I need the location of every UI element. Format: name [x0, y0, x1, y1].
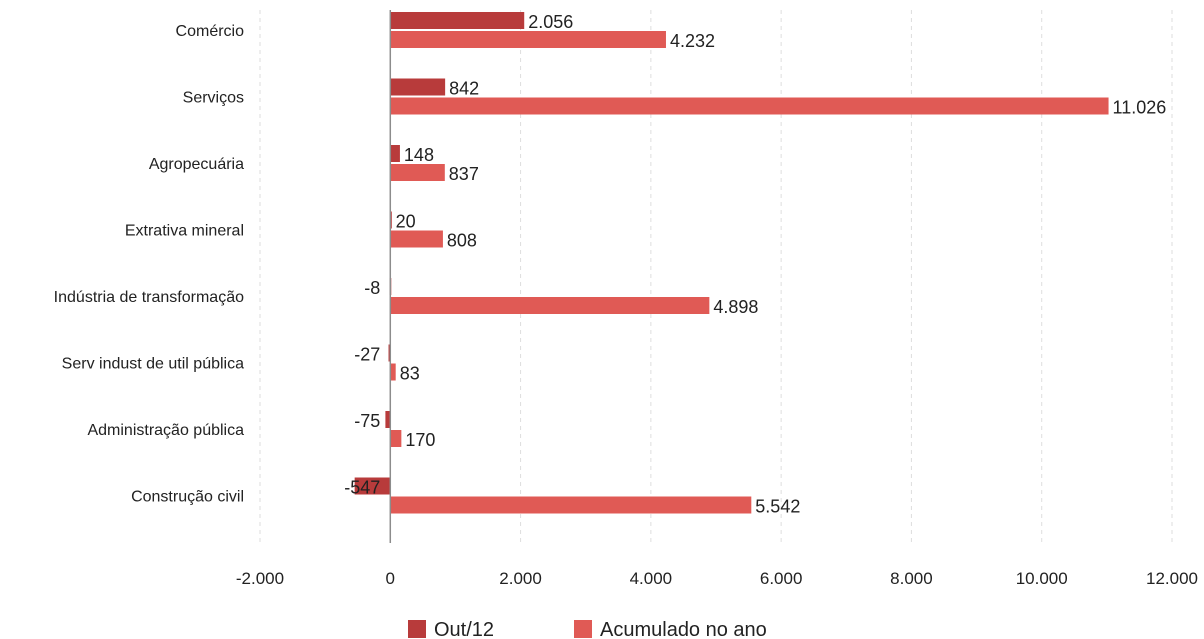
- legend-swatch-acumulado: [574, 620, 592, 638]
- bars: 2.056 842 148 20 -8 -27 -75 -547 4.232 11.026 837 8…: [344, 10, 1166, 543]
- bar-acumulado: [390, 297, 710, 314]
- data-label: 83: [400, 364, 420, 384]
- legend: Out/12 Acumulado no ano: [408, 619, 767, 639]
- data-label: 170: [405, 430, 435, 450]
- bar-out12: [385, 411, 391, 428]
- legend-swatch-out12: [408, 620, 426, 638]
- x-axis-tick-labels: -2.000 0 2.000 4.000 6.000 8.000 10.000 12.000: [236, 569, 1198, 588]
- bar-acumulado: [390, 430, 402, 447]
- x-tick-label: 12.000: [1146, 569, 1198, 588]
- x-tick-label: 4.000: [630, 569, 673, 588]
- x-tick-label: 8.000: [890, 569, 933, 588]
- bar-acumulado: [390, 97, 1109, 115]
- category-label: Construção civil: [131, 489, 244, 506]
- bar-acumulado: [390, 363, 396, 381]
- data-label: 20: [396, 212, 416, 232]
- category-label: Comércio: [176, 23, 245, 40]
- category-label: Administração pública: [87, 422, 244, 439]
- data-label: -547: [344, 478, 380, 498]
- data-label: 148: [404, 145, 434, 165]
- bar-acumulado: [390, 496, 752, 514]
- data-label: -8: [364, 278, 380, 298]
- data-label: 4.898: [713, 297, 758, 317]
- category-label: Extrativa mineral: [125, 223, 244, 240]
- category-label: Serv indust de util pública: [62, 356, 244, 373]
- x-tick-label: 6.000: [760, 569, 803, 588]
- category-label: Agropecuária: [149, 156, 244, 173]
- data-label: 842: [449, 79, 479, 99]
- x-tick-label: 0: [386, 569, 395, 588]
- bar-out12: [390, 12, 525, 29]
- category-labels: Comércio Serviços Agropecuária Extrativa mi…: [54, 23, 244, 506]
- bar-out12: [354, 477, 391, 495]
- category-label: Serviços: [183, 90, 244, 107]
- bar-acumulado: [390, 164, 445, 181]
- bar-out12: [388, 344, 391, 362]
- data-label: 11.026: [1113, 98, 1167, 118]
- x-tick-label: 2.000: [499, 569, 542, 588]
- bar-acumulado: [390, 31, 666, 48]
- legend-label: Acumulado no ano: [600, 619, 767, 639]
- data-label: 808: [447, 231, 477, 251]
- bar-out12: [390, 78, 446, 96]
- bar-out12: [390, 145, 400, 162]
- data-label: -75: [354, 411, 380, 431]
- category-label: Indústria de transformação: [54, 289, 244, 306]
- data-label: 5.542: [755, 497, 800, 517]
- data-label: 837: [449, 164, 479, 184]
- legend-label: Out/12: [434, 619, 494, 639]
- data-label: 4.232: [670, 31, 715, 51]
- data-label: 2.056: [528, 12, 573, 32]
- bar-acumulado: [390, 230, 443, 248]
- data-label: -27: [354, 345, 380, 365]
- x-tick-label: -2.000: [236, 569, 284, 588]
- x-tick-label: 10.000: [1016, 569, 1068, 588]
